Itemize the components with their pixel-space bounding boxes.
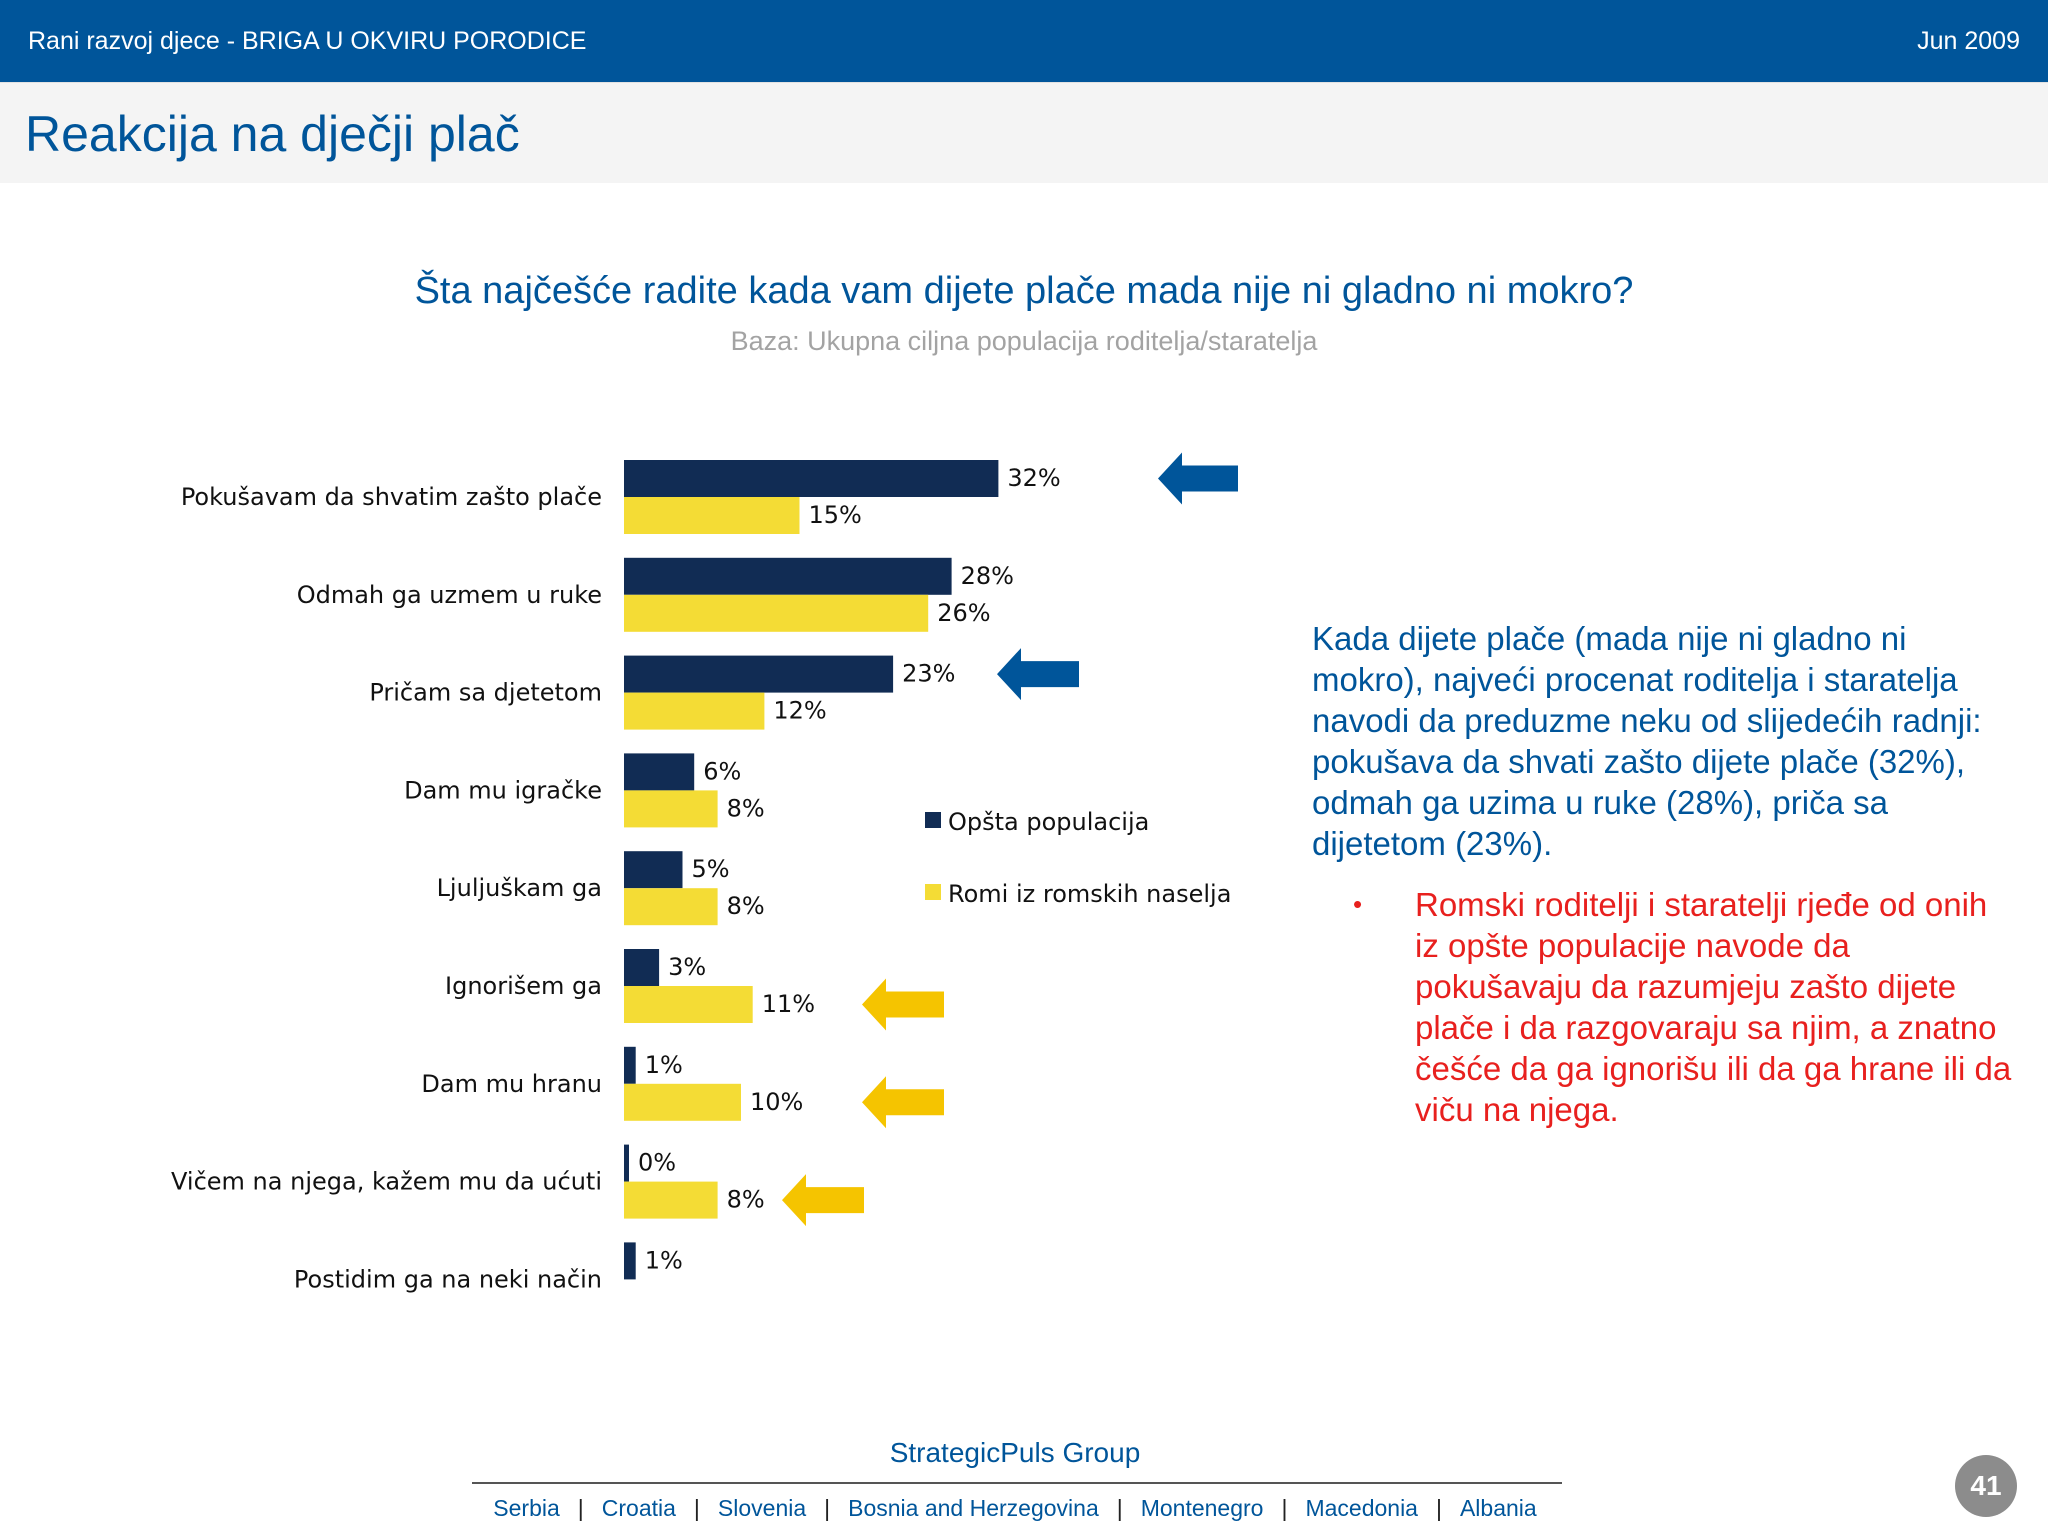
data-label: 11% (762, 990, 815, 1018)
data-label: 8% (727, 892, 765, 920)
bar-general-population (624, 557, 952, 595)
bar-roma-population (624, 594, 929, 632)
category-label: Odmah ga uzmem u ruke (297, 581, 602, 609)
bar-roma-population (624, 692, 765, 730)
bar-general-population (624, 655, 894, 693)
footer-separator: | (577, 1495, 584, 1521)
data-label: 8% (727, 794, 765, 822)
category-label: Ignorišem ga (445, 972, 602, 1000)
legend-label: Romi iz romskih naselja (948, 880, 1231, 908)
category-label: Ljuljuškam ga (437, 874, 602, 902)
footer-country: Macedonia (1305, 1495, 1418, 1521)
footer-separator: | (1435, 1495, 1442, 1521)
bar-general-population (624, 460, 999, 497)
footer-separator: | (693, 1495, 700, 1521)
bullet-marker: • (1353, 889, 1363, 919)
highlight-arrow-icon (862, 978, 944, 1031)
footer-country: Albania (1459, 1495, 1537, 1521)
bar-general-population (624, 949, 660, 986)
bar-general-population (624, 1144, 629, 1182)
data-label: 15% (809, 501, 862, 529)
bar-general-population (624, 753, 695, 791)
bar-roma-population (624, 497, 800, 534)
legend-label: Opšta populacija (948, 808, 1149, 836)
category-label: Dam mu igračke (404, 776, 602, 804)
bar-roma-population (624, 1083, 741, 1121)
data-label: 5% (692, 855, 730, 883)
data-label: 23% (902, 660, 955, 688)
highlight-arrow-icon (997, 648, 1079, 701)
footer-separator: | (1281, 1495, 1288, 1521)
highlight-arrow-icon (782, 1174, 864, 1227)
bar-general-population (624, 1046, 636, 1084)
bar-general-population (624, 1242, 636, 1280)
data-label: 26% (937, 599, 990, 627)
bar-chart: Pokušavam da shvatim zašto plače 32% 15% Od… (171, 452, 1238, 1293)
footer-country: Montenegro (1140, 1495, 1264, 1521)
title-bar: Reakcija na dječji plač (0, 82, 2048, 183)
data-label: 0% (638, 1149, 676, 1177)
footer-country: Slovenia (717, 1495, 807, 1521)
header-title: Rani razvoj djece - BRIGA U OKVIRU POROD… (28, 27, 587, 55)
chart-title: Šta najčešće radite kada vam dijete plač… (414, 270, 1634, 312)
data-label: 32% (1007, 464, 1060, 492)
data-label: 1% (645, 1246, 683, 1274)
bar-general-population (624, 851, 683, 889)
data-label: 3% (668, 953, 706, 981)
category-label: Dam mu hranu (421, 1070, 602, 1098)
footer-divider (472, 1482, 1562, 1484)
legend-swatch (925, 812, 941, 828)
summary-text: Kada dijete plače (mada nije ni gladno n… (1312, 620, 1982, 862)
data-label: 10% (750, 1088, 803, 1116)
footer-separator: | (824, 1495, 831, 1521)
header-bar: Rani razvoj djece - BRIGA U OKVIRU POROD… (0, 0, 2048, 82)
bar-roma-population (624, 790, 718, 828)
data-label: 28% (961, 562, 1014, 590)
footer-countries: Serbia | Croatia | Slovenia | Bosnia and Herze… (0, 1495, 2030, 1522)
legend-swatch (925, 884, 941, 900)
footer-brand: StrategicPuls Group (889, 1437, 1141, 1468)
header-date: Jun 2009 (1917, 27, 2020, 55)
data-label: 8% (727, 1186, 765, 1214)
category-label: Postidim ga na neki način (294, 1265, 602, 1293)
data-label: 6% (703, 757, 741, 785)
slide-title: Reakcija na dječji plač (25, 106, 520, 162)
highlight-arrow-icon (862, 1076, 944, 1129)
page-number: 41 (1955, 1455, 2017, 1517)
footer-country: Croatia (601, 1495, 676, 1521)
bar-roma-population (624, 888, 718, 926)
data-label: 12% (773, 697, 826, 725)
bar-roma-population (624, 986, 753, 1023)
footer-country: Serbia (493, 1495, 560, 1521)
category-label: Pričam sa djetetom (369, 679, 602, 707)
bar-roma-population (624, 1181, 718, 1219)
bullet-text: Romski roditelji i staratelji rjeđe od o… (1415, 886, 2012, 1128)
highlight-arrow-icon (1158, 452, 1238, 505)
footer-separator: | (1116, 1495, 1123, 1521)
chart-subtitle: Baza: Ukupna ciljna populacija roditelja… (730, 326, 1318, 356)
footer-country: Bosnia and Herzegovina (848, 1495, 1099, 1521)
data-label: 1% (645, 1051, 683, 1079)
category-label: Pokušavam da shvatim zašto plače (181, 483, 602, 511)
category-label: Vičem na njega, kažem mu da ućuti (171, 1168, 602, 1196)
